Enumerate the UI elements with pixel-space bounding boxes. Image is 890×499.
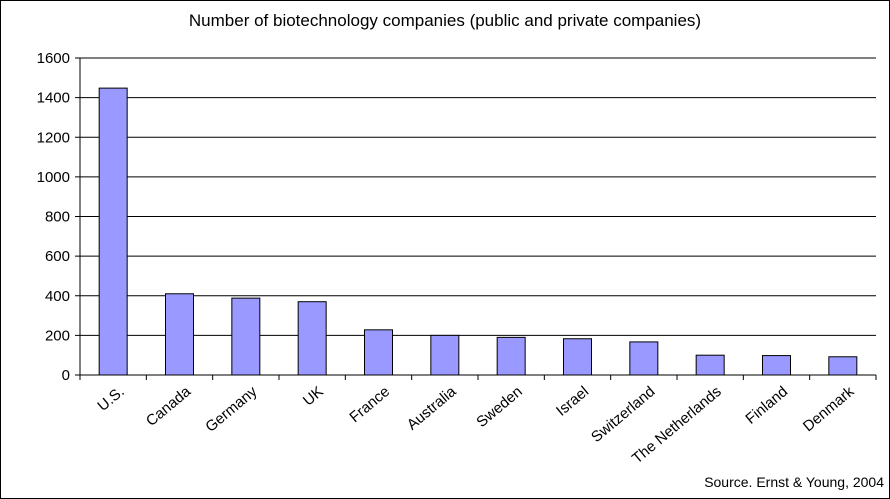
x-tick-labels: U.S. Canada Germany UK France Australia Sweden… bbox=[94, 383, 857, 468]
x-tick-label: Finland bbox=[742, 383, 791, 428]
axes bbox=[75, 57, 877, 380]
x-tick-label: UK bbox=[300, 383, 327, 409]
y-tick-label: 400 bbox=[45, 288, 70, 305]
x-tick-label: Sweden bbox=[473, 383, 525, 431]
y-tick-label: 1600 bbox=[37, 50, 70, 67]
x-tick-label: Germany bbox=[202, 383, 261, 436]
source-note: Source. Ernst & Young, 2004 bbox=[704, 474, 884, 490]
y-tick-label: 600 bbox=[45, 248, 70, 265]
bar bbox=[231, 297, 261, 376]
x-tick-label: Australia bbox=[404, 383, 460, 434]
bar bbox=[98, 87, 128, 376]
bar bbox=[695, 354, 725, 376]
y-tick-label: 1000 bbox=[37, 169, 70, 186]
bars bbox=[98, 87, 858, 376]
x-tick-label: Denmark bbox=[800, 383, 858, 435]
bar bbox=[762, 355, 791, 376]
bar bbox=[430, 334, 460, 376]
y-tick-label: 0 bbox=[62, 367, 70, 384]
bar bbox=[364, 329, 393, 376]
y-tick-labels: 0 200 400 600 800 1000 1200 1400 1600 bbox=[37, 50, 70, 384]
bar bbox=[165, 293, 194, 376]
x-tick-label: Israel bbox=[553, 383, 592, 420]
bar bbox=[629, 341, 659, 376]
bar bbox=[828, 356, 858, 376]
y-tick-label: 1200 bbox=[37, 129, 70, 146]
chart-title: Number of biotechnology companies (publi… bbox=[188, 11, 702, 30]
x-tick-label: Canada bbox=[143, 383, 195, 430]
gridlines bbox=[80, 57, 876, 336]
y-tick-label: 1400 bbox=[37, 90, 70, 107]
y-tick-label: 200 bbox=[45, 327, 70, 344]
x-tick-label: France bbox=[346, 383, 393, 426]
x-tick-label: Switzerland bbox=[588, 383, 658, 446]
bar bbox=[496, 336, 526, 376]
x-tick-label: U.S. bbox=[94, 383, 127, 415]
bar bbox=[563, 338, 592, 376]
y-tick-label: 800 bbox=[45, 209, 70, 226]
bar bbox=[297, 301, 327, 376]
